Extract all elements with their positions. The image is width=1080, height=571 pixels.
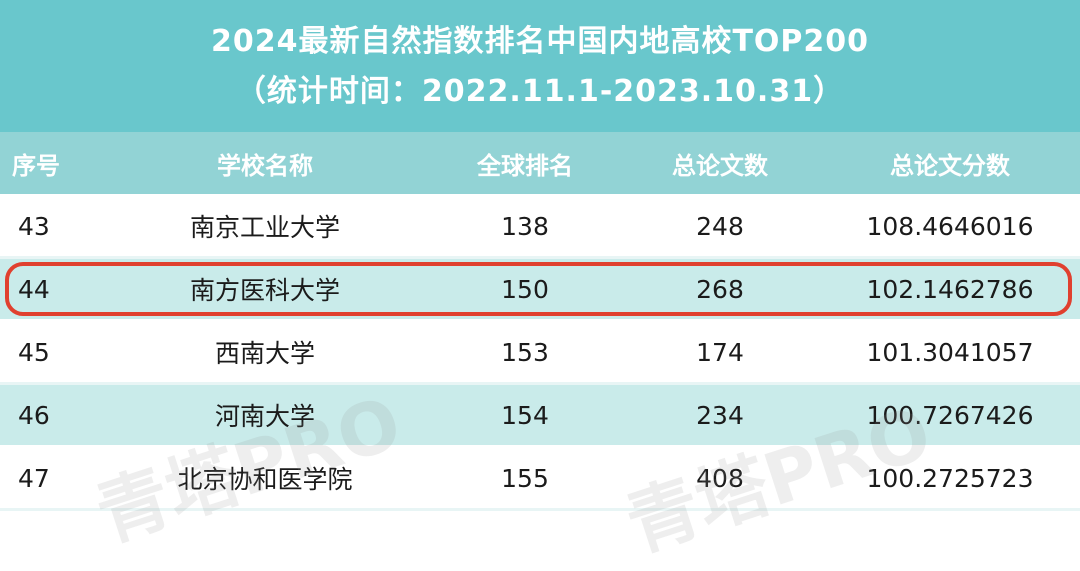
- cell-total-papers: 234: [696, 400, 744, 430]
- cell-school-name: 南京工业大学: [189, 213, 340, 242]
- cell-total-score: 100.2725723: [866, 463, 1034, 493]
- cell-total-score: 100.7267426: [866, 400, 1034, 430]
- cell-school-name: 西南大学: [214, 339, 315, 368]
- table-row: 44 南方医科大学 150 268 102.1462786: [0, 259, 1080, 319]
- highlight-frame: [5, 262, 1072, 316]
- header-school-name: 学校名称: [217, 151, 313, 180]
- cell-total-score: 101.3041057: [866, 337, 1034, 367]
- row-divider: [0, 508, 1080, 511]
- table-row: 46 河南大学 154 234 100.7267426: [0, 385, 1080, 445]
- cell-index: 45: [18, 337, 50, 367]
- cell-school-name: 河南大学: [214, 402, 315, 431]
- cell-index: 44: [18, 274, 50, 304]
- table-row: 47 北京协和医学院 155 408 100.2725723: [0, 448, 1080, 508]
- header-total-score: 总论文分数: [890, 151, 1010, 180]
- cell-global-rank: 138: [501, 211, 549, 241]
- cell-total-papers: 248: [696, 211, 744, 241]
- cell-index: 46: [18, 400, 50, 430]
- table-row: 43 南京工业大学 138 248 108.4646016: [0, 196, 1080, 256]
- table-row: 45 西南大学 153 174 101.3041057: [0, 322, 1080, 382]
- cell-index: 43: [18, 211, 50, 241]
- cell-total-score: 108.4646016: [866, 211, 1034, 241]
- cell-global-rank: 154: [501, 400, 549, 430]
- cell-global-rank: 150: [501, 274, 549, 304]
- header-index: 序号: [12, 151, 60, 180]
- title-line-2: （统计时间：2022.11.1-2023.10.31）: [235, 74, 845, 109]
- cell-total-papers: 174: [696, 337, 744, 367]
- cell-total-papers: 268: [696, 274, 744, 304]
- row-divider: [0, 382, 1080, 385]
- cell-index: 47: [18, 463, 50, 493]
- title-banner: 2024最新自然指数排名中国内地高校TOP200 （统计时间：2022.11.1…: [0, 0, 1080, 132]
- cell-global-rank: 153: [501, 337, 549, 367]
- row-divider: [0, 256, 1080, 259]
- header-global-rank: 全球排名: [477, 151, 573, 180]
- cell-total-papers: 408: [696, 463, 744, 493]
- header-total-papers: 总论文数: [672, 151, 768, 180]
- cell-school-name: 南方医科大学: [189, 276, 340, 305]
- title-line-1: 2024最新自然指数排名中国内地高校TOP200: [210, 24, 870, 59]
- cell-school-name: 北京协和医学院: [177, 465, 353, 494]
- cell-global-rank: 155: [501, 463, 549, 493]
- table-header: 序号 学校名称 全球排名 总论文数 总论文分数: [0, 132, 1080, 194]
- cell-total-score: 102.1462786: [866, 274, 1034, 304]
